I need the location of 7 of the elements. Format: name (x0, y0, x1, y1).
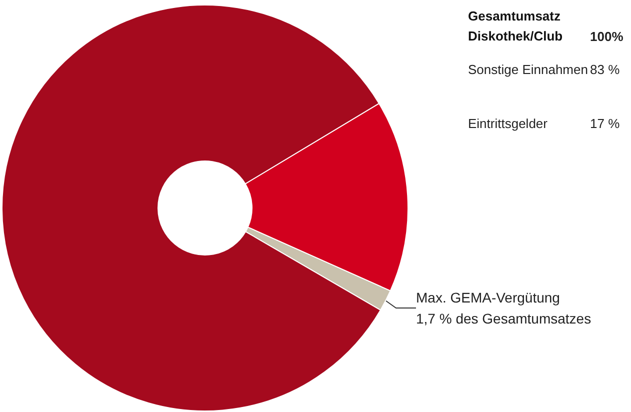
text: 17 % (590, 116, 620, 131)
text: Sonstige Einnahmen (468, 62, 588, 77)
text: 100% (590, 29, 624, 44)
text: 83 % (590, 62, 620, 77)
text: Eintrittsgelder (468, 116, 548, 131)
data-label: Max. GEMA-Vergütung 1,7 % des Gesamtumsatzes (416, 290, 592, 326)
text: Gesamtumsatz Diskothek/Club (468, 8, 563, 44)
